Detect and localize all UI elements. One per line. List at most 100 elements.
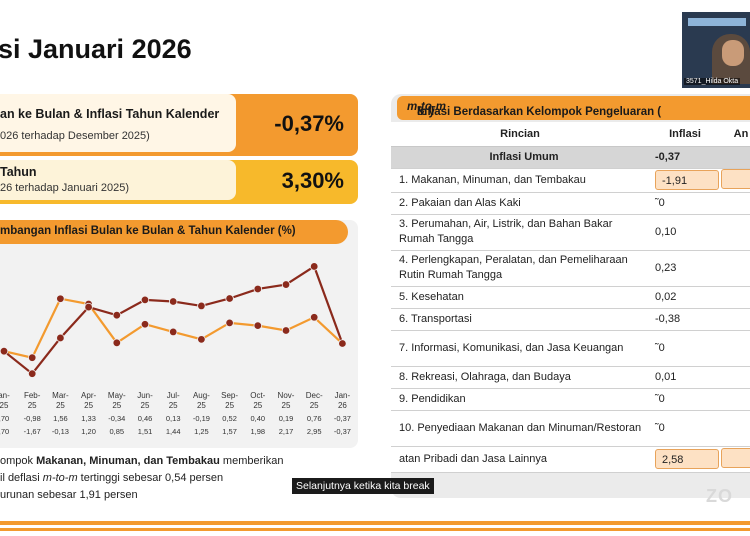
data-point <box>168 327 178 337</box>
col-andil: An <box>721 122 750 147</box>
note-text: ompok <box>0 455 37 467</box>
x-tick-label: Jun- <box>137 391 153 400</box>
row-value: -0,38 <box>649 308 721 331</box>
row-label: 7. Informasi, Komunikasi, dan Jasa Keuan… <box>391 330 649 367</box>
inflation-line-chart: an-25,70,70Feb-25-0,98-1,67Mar-251,56-0,… <box>0 262 351 436</box>
x-tick-label: Aug- <box>193 391 210 400</box>
note-text: memberikan <box>219 455 284 467</box>
participant-video-tile[interactable]: 3571_Hilda Okta <box>682 12 750 88</box>
x-tick-label: 25 <box>197 401 206 410</box>
data-label-ytd: -1,67 <box>24 427 41 436</box>
x-tick-label: 25 <box>282 401 291 410</box>
caption-subtitle: Selanjutnya ketika kita break <box>292 478 434 494</box>
data-label-ytd: 1,57 <box>222 427 237 436</box>
x-tick-label: 25 <box>28 401 37 410</box>
data-point <box>338 339 347 348</box>
yoy-inflation-card: Tahun 26 terhadap Januari 2025) 3,30% <box>0 160 358 204</box>
card-subtitle: 026 terhadap Desember 2025) <box>0 130 150 142</box>
row-label: Inflasi Umum <box>391 146 649 169</box>
row-label: 10. Penyediaan Makanan dan Minuman/Resto… <box>391 410 649 447</box>
row-value: ˜0 <box>649 330 721 367</box>
data-label-mtm: 0,13 <box>166 414 181 423</box>
zoom-watermark: ZO <box>706 486 733 506</box>
x-tick-label: Oct- <box>250 391 265 400</box>
data-point <box>28 369 37 378</box>
note-bold: Makanan, Minuman, dan Tembakau <box>36 455 220 467</box>
card-value: 3,30% <box>281 168 344 193</box>
chart-header: mbangan Inflasi Bulan ke Bulan & Tahun K… <box>0 220 348 244</box>
row-label: 6. Transportasi <box>391 308 649 331</box>
card-label-area: an ke Bulan & Inflasi Tahun Kalender 026… <box>0 94 236 152</box>
row-value: -0,37 <box>649 146 721 169</box>
table-header-bar: Inflasi Berdasarkan Kelompok Pengeluaran… <box>397 96 750 120</box>
mtm-inflation-card: an ke Bulan & Inflasi Tahun Kalender 026… <box>0 94 358 156</box>
x-tick-label: 25 <box>253 401 262 410</box>
data-label-ytd: -0,13 <box>52 427 69 436</box>
data-point <box>253 284 262 294</box>
row-andil <box>721 168 750 193</box>
data-point <box>225 294 234 303</box>
row-andil <box>721 146 750 169</box>
data-point <box>281 326 291 335</box>
row-andil <box>721 366 750 389</box>
row-andil <box>721 250 750 287</box>
row-value: ˜0 <box>649 388 721 411</box>
data-label-mtm: -0,34 <box>108 414 125 423</box>
x-tick-label: 25 <box>84 401 93 410</box>
data-label-ytd: -0,37 <box>334 427 351 436</box>
data-label-mtm: ,70 <box>0 414 9 423</box>
x-tick-label: Jan- <box>335 391 351 400</box>
x-tick-label: 25 <box>225 401 234 410</box>
table-row: 3. Perumahan, Air, Listrik, dan Bahan Ba… <box>391 214 750 251</box>
x-tick-label: an- <box>0 391 10 400</box>
data-point <box>112 338 121 348</box>
row-andil <box>721 286 750 309</box>
table-title: Inflasi Berdasarkan Kelompok Pengeluaran… <box>407 101 661 118</box>
note-em: m-to-m <box>42 472 78 484</box>
data-label-mtm: 0,40 <box>250 414 265 423</box>
col-rincian: Rincian <box>391 122 649 147</box>
card-subtitle: 26 terhadap Januari 2025) <box>0 182 130 194</box>
x-tick-label: Jul- <box>167 391 180 400</box>
data-point <box>112 310 121 320</box>
row-label: 3. Perumahan, Air, Listrik, dan Bahan Ba… <box>391 214 649 251</box>
data-point <box>28 353 37 362</box>
row-value: ˜0 <box>649 410 721 447</box>
table-row: atan Pribadi dan Jasa Lainnya 2,58 <box>391 446 750 473</box>
highlight-andil <box>721 168 750 189</box>
series-line-1 <box>3 264 344 376</box>
chart-title: mbangan Inflasi Bulan ke Bulan & Tahun K… <box>0 225 296 237</box>
x-tick-label: Apr- <box>81 391 96 400</box>
data-point <box>0 346 9 356</box>
data-point <box>140 295 150 305</box>
note-line-2: il deflasi m-to-m tertinggi sebesar 0,54… <box>0 472 223 484</box>
bottom-accent-bar-2 <box>0 528 750 531</box>
data-label-mtm: -0,19 <box>193 414 210 423</box>
data-point <box>56 294 65 303</box>
inflation-by-group-table: Rincian Inflasi An Inflasi Umum -0,37 1.… <box>391 122 750 473</box>
data-point <box>197 335 206 344</box>
row-value: 0,01 <box>649 366 721 389</box>
row-andil <box>721 446 750 473</box>
data-label-mtm: 1,56 <box>53 414 68 423</box>
row-label: 9. Pendidikan <box>391 388 649 411</box>
note-line-1: ompok Makanan, Minuman, dan Tembakau mem… <box>0 455 283 467</box>
table-row: 6. Transportasi -0,38 <box>391 308 750 331</box>
row-label: 5. Kesehatan <box>391 286 649 309</box>
table-row: 10. Penyediaan Makanan dan Minuman/Resto… <box>391 410 750 447</box>
card-title: Tahun <box>0 165 37 179</box>
x-tick-label: 25 <box>56 401 65 410</box>
data-label-mtm: 0,46 <box>138 414 153 423</box>
data-label-ytd: ,70 <box>0 427 9 436</box>
data-label-mtm: 0,52 <box>222 414 237 423</box>
table-title-text: Inflasi Berdasarkan Kelompok Pengeluaran… <box>417 106 662 118</box>
table-row: 5. Kesehatan 0,02 <box>391 286 750 309</box>
row-andil <box>721 388 750 411</box>
table-title-text: & y <box>417 106 435 118</box>
participant-face <box>722 40 744 66</box>
note-line-3: urunan sebesar 1,91 persen <box>0 489 138 501</box>
row-value: 0,02 <box>649 286 721 309</box>
data-label-ytd: 1,25 <box>194 427 209 436</box>
card-label-area: Tahun 26 terhadap Januari 2025) <box>0 160 236 200</box>
x-tick-label: 25 <box>112 401 121 410</box>
